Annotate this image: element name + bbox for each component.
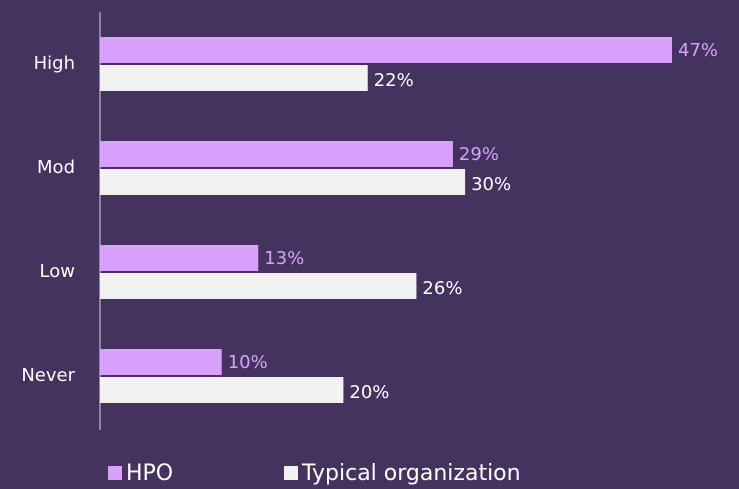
legend-swatch: [108, 466, 122, 480]
bar: [100, 65, 368, 91]
value-label: 29%: [459, 144, 499, 165]
bar: [100, 141, 453, 167]
legend-swatch: [284, 466, 298, 480]
category-label: Never: [21, 365, 75, 386]
value-label: 30%: [471, 174, 511, 195]
value-label: 20%: [349, 382, 389, 403]
value-label: 26%: [422, 278, 462, 299]
legend-label: Typical organization: [301, 461, 521, 486]
legend-label: HPO: [126, 461, 173, 486]
bar: [100, 273, 417, 299]
bar: [100, 349, 222, 375]
value-label: 13%: [264, 248, 304, 269]
bar: [100, 245, 259, 271]
category-label: Low: [40, 261, 75, 282]
value-label: 10%: [228, 352, 268, 373]
bar: [100, 377, 344, 403]
value-label: 22%: [374, 70, 414, 91]
category-label: Mod: [37, 157, 75, 178]
bar: [100, 169, 466, 195]
value-label: 47%: [678, 40, 718, 61]
category-label: High: [34, 53, 75, 74]
bar: [100, 37, 672, 63]
